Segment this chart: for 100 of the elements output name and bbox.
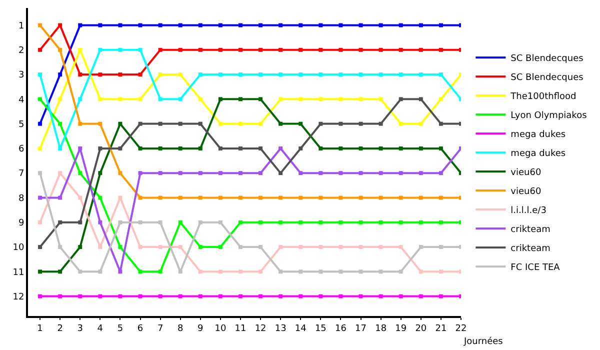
point	[98, 122, 102, 126]
point	[198, 220, 202, 224]
point	[378, 23, 383, 28]
point	[318, 122, 323, 126]
point	[338, 245, 343, 250]
point	[398, 23, 403, 28]
point	[258, 220, 263, 224]
point	[78, 146, 82, 150]
point	[98, 72, 102, 77]
point	[178, 122, 182, 126]
point	[338, 48, 343, 52]
point	[138, 196, 142, 200]
point	[358, 294, 363, 298]
point	[398, 72, 403, 77]
x-tick-label: 11	[234, 324, 246, 334]
point	[78, 171, 82, 176]
point	[138, 48, 142, 52]
x-tick-label: 7	[157, 324, 164, 334]
point	[378, 245, 383, 250]
point	[238, 48, 242, 52]
point	[318, 23, 323, 28]
point	[98, 146, 102, 150]
point	[38, 146, 42, 150]
point	[278, 122, 283, 126]
point	[298, 220, 303, 224]
point	[238, 122, 242, 126]
x-tick-label: 19	[395, 324, 407, 334]
point	[318, 72, 323, 77]
point	[318, 270, 323, 274]
point	[378, 220, 383, 224]
point	[138, 220, 142, 224]
legend-label: l.i.l.l.e/3	[510, 206, 546, 216]
point	[258, 245, 263, 250]
point	[38, 72, 42, 77]
x-tick-label: 8	[177, 324, 184, 334]
point	[318, 245, 323, 250]
point	[218, 146, 222, 150]
point	[338, 97, 343, 102]
line-series	[38, 171, 461, 274]
x-tick-label: 13	[274, 324, 286, 334]
point	[398, 196, 403, 200]
point	[178, 146, 182, 150]
point	[358, 171, 363, 176]
point	[338, 171, 343, 176]
point	[38, 294, 42, 298]
point	[278, 23, 283, 28]
point	[58, 196, 62, 200]
point	[38, 196, 42, 200]
point	[358, 196, 363, 200]
legend-label: vieu60	[510, 187, 542, 198]
point	[158, 294, 162, 298]
point	[158, 72, 162, 77]
point	[398, 48, 403, 52]
y-tick-label: 3	[18, 70, 24, 81]
point	[298, 23, 303, 28]
point	[58, 72, 62, 77]
x-tick-label: 16	[334, 324, 347, 334]
point	[398, 146, 403, 150]
point	[378, 48, 383, 52]
legend-label: crikteam	[510, 244, 550, 254]
point	[438, 48, 443, 52]
legend-label: mega dukes	[510, 149, 566, 160]
point	[298, 48, 303, 52]
y-tick-label: 8	[18, 194, 24, 204]
point	[118, 196, 122, 200]
point	[98, 270, 102, 274]
point	[358, 48, 363, 52]
point	[398, 294, 403, 298]
point	[258, 146, 263, 150]
point	[418, 294, 423, 298]
point	[178, 245, 182, 250]
point	[258, 122, 263, 126]
point	[378, 196, 383, 200]
point	[78, 294, 82, 298]
point	[58, 48, 62, 52]
y-tick-label: 5	[18, 120, 24, 130]
point	[258, 72, 263, 77]
point	[358, 97, 363, 102]
point	[118, 97, 122, 102]
point	[398, 245, 403, 250]
x-tick-label: 6	[137, 324, 144, 334]
point	[118, 48, 122, 52]
point	[278, 171, 283, 176]
point	[38, 245, 42, 250]
point	[238, 97, 242, 102]
point	[158, 245, 162, 250]
point	[218, 220, 222, 224]
legend-label: crikteam	[510, 225, 550, 236]
point	[418, 220, 423, 224]
point	[378, 294, 383, 298]
point	[158, 23, 162, 28]
point	[38, 220, 42, 224]
point	[238, 171, 242, 176]
point	[58, 294, 62, 298]
point	[278, 48, 283, 52]
point	[198, 23, 202, 28]
point	[318, 48, 323, 52]
point	[238, 220, 242, 224]
point	[98, 171, 102, 176]
point	[378, 97, 383, 102]
